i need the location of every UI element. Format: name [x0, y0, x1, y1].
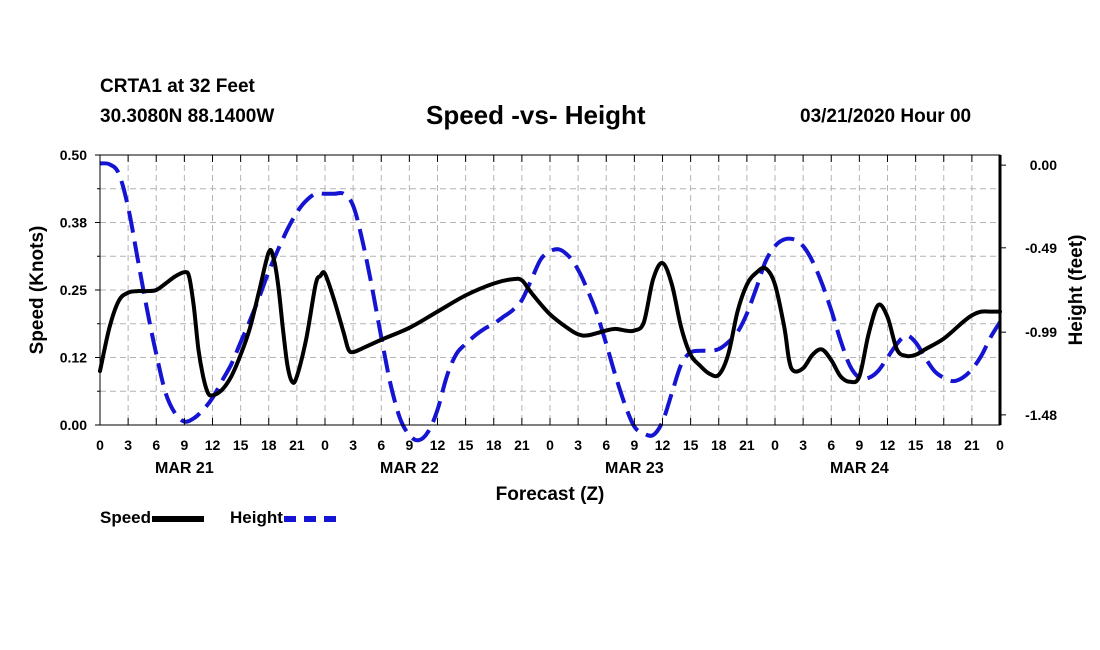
x-tick-label: 3 [799, 437, 807, 453]
y2-tick-label: -1.48 [1025, 407, 1057, 423]
x-tick-label: 0 [996, 437, 1004, 453]
x-tick-label: 9 [405, 437, 413, 453]
axes: 0 3 6 9 12 15 18 21 0 3 6 9 12 15 18 21 0 3 6 9 12 15 18 21 0 3 6 9… [60, 147, 1057, 477]
grid [100, 155, 1000, 425]
x-tick-label: 21 [964, 437, 980, 453]
y2-tick-label: -0.49 [1025, 240, 1057, 256]
x-day-label: MAR 21 [155, 460, 214, 477]
x-tick-label: 15 [458, 437, 474, 453]
x-day-label: MAR 24 [830, 460, 889, 477]
x-tick-label: 15 [233, 437, 249, 453]
x-tick-label: 12 [430, 437, 446, 453]
x-day-label: MAR 23 [605, 460, 664, 477]
station-coordinates: 30.3080N 88.1400W [100, 106, 275, 127]
x-tick-label: 18 [261, 437, 277, 453]
y-tick-label: 0.38 [60, 215, 87, 231]
legend-height-label: Height [230, 508, 283, 527]
x-tick-label: 9 [180, 437, 188, 453]
series-layer [98, 161, 1002, 443]
x-tick-label: 6 [602, 437, 610, 453]
x-tick-label: 9 [855, 437, 863, 453]
forecast-datetime: 03/21/2020 Hour 00 [800, 106, 972, 127]
x-tick-label: 0 [321, 437, 329, 453]
legend-speed-label: Speed [100, 508, 152, 527]
x-tick-label: 18 [711, 437, 727, 453]
x-axis-label: Forecast (Z) [496, 484, 605, 505]
x-tick-label: 3 [124, 437, 132, 453]
x-tick-label: 21 [514, 437, 530, 453]
x-tick-label: 12 [880, 437, 896, 453]
x-day-label: MAR 22 [380, 460, 439, 477]
station-name: CRTA1 at 32 Feet [100, 76, 255, 97]
x-tick-label: 21 [289, 437, 305, 453]
legend-height: Height [230, 508, 336, 528]
y-tick-label: 0.25 [60, 282, 87, 298]
x-tick-label: 12 [205, 437, 221, 453]
x-tick-label: 18 [936, 437, 952, 453]
legend-speed-swatch [152, 515, 205, 522]
chart-title: Speed -vs- Height [426, 100, 646, 130]
x-tick-label: 6 [152, 437, 160, 453]
x-tick-label: 0 [771, 437, 779, 453]
y2-tick-label: -0.99 [1025, 324, 1057, 340]
x-tick-label: 9 [630, 437, 638, 453]
speed-series-line [98, 248, 1002, 398]
legend-height-swatch [283, 515, 336, 522]
x-tick-label: 0 [546, 437, 554, 453]
y-tick-label: 0.00 [60, 417, 87, 433]
x-tick-label: 6 [377, 437, 385, 453]
legend-speed: Speed [100, 508, 205, 528]
x-tick-label: 6 [827, 437, 835, 453]
x-tick-label: 15 [908, 437, 924, 453]
x-tick-label: 3 [574, 437, 582, 453]
y2-tick-label: 0.00 [1030, 157, 1057, 173]
x-tick-label: 18 [486, 437, 502, 453]
y-tick-label: 0.50 [60, 147, 87, 163]
y2-axis-label: Height (feet) [1066, 235, 1087, 346]
y-axis-label: Speed (Knots) [27, 226, 48, 355]
x-tick-label: 3 [349, 437, 357, 453]
y-tick-label: 0.12 [60, 350, 87, 366]
x-tick-label: 21 [739, 437, 755, 453]
x-tick-label: 15 [683, 437, 699, 453]
x-tick-label: 0 [96, 437, 104, 453]
x-tick-label: 12 [655, 437, 671, 453]
